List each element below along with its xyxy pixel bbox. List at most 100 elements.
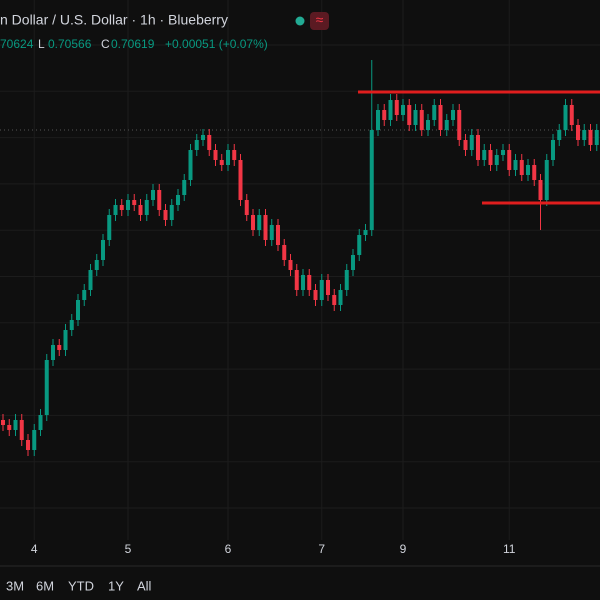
candle-body [288, 260, 293, 270]
candle-body [326, 280, 330, 295]
candle-body [594, 130, 599, 145]
candle-body [182, 180, 187, 195]
candle-body [369, 130, 374, 230]
candle-body [138, 205, 143, 215]
candle-body [163, 210, 168, 220]
candle-body [276, 225, 280, 245]
candle-body [507, 150, 512, 170]
x-tick-label: 9 [400, 542, 407, 556]
candle-body [494, 155, 499, 165]
x-tick-label: 6 [225, 542, 232, 556]
candle-body [257, 215, 262, 230]
ohlc-value: 0.70566 [48, 37, 92, 51]
candle-body [551, 140, 555, 160]
candle-body [126, 200, 130, 210]
candle-body [344, 270, 349, 290]
range-button[interactable]: 1Y [108, 578, 124, 593]
candle-body [332, 295, 337, 305]
candle-body [44, 360, 49, 415]
x-tick-label: 11 [503, 542, 516, 556]
icon-badge[interactable] [310, 12, 329, 30]
candle-body [351, 255, 355, 270]
candle-body [401, 105, 405, 115]
candle-body [57, 345, 62, 350]
candle-body [319, 280, 324, 300]
candle-body [469, 135, 474, 150]
candle-body [63, 330, 68, 350]
ohlc-value: 0.70619 [111, 37, 155, 51]
candle-body [501, 150, 505, 155]
candle-body [538, 180, 543, 200]
candle-body [151, 190, 155, 200]
candle-body [219, 160, 224, 165]
candle-body [301, 275, 305, 290]
candle-body [76, 300, 80, 320]
x-tick-label: 7 [318, 542, 325, 556]
candle-body [101, 240, 105, 260]
candle-body [51, 345, 55, 360]
candle-body [557, 130, 562, 140]
candle-body [376, 110, 380, 130]
range-button[interactable]: 3M [6, 578, 24, 593]
candle-body [582, 130, 587, 140]
range-button[interactable]: 6M [36, 578, 54, 593]
candle-body [419, 110, 424, 130]
candle-body [263, 215, 268, 240]
candle-body [176, 195, 180, 205]
candle-body [69, 320, 74, 330]
candle-body [32, 430, 37, 450]
candle-body [307, 275, 312, 290]
candle-body [226, 150, 230, 165]
candle-body [482, 150, 487, 160]
candle-body [457, 110, 462, 140]
range-button[interactable]: All [137, 578, 152, 593]
candle-body [238, 160, 243, 200]
candle-body [282, 245, 287, 260]
candle-body [213, 150, 218, 160]
candle-body [532, 165, 537, 180]
grid [0, 0, 600, 540]
candle-body [113, 205, 118, 215]
candle-body [251, 215, 255, 230]
candle-body [207, 135, 212, 150]
candle-body [526, 165, 530, 175]
candle-body [488, 150, 493, 165]
candle-body [388, 100, 393, 120]
candle-body [7, 425, 12, 430]
candle-body [432, 105, 437, 120]
candle-body [413, 110, 418, 125]
candle-body [407, 105, 412, 125]
candle-body [13, 420, 18, 430]
candle-body [394, 100, 399, 115]
candle-body [82, 290, 87, 300]
ohlc-value: 70624 [0, 37, 34, 51]
candle-body [576, 125, 580, 140]
candle-body [513, 160, 518, 170]
candle-body [194, 140, 199, 150]
candle-body [438, 105, 443, 130]
candle-body [201, 135, 205, 140]
candle-body [26, 440, 30, 450]
candle-body [244, 200, 249, 215]
x-tick-label: 4 [31, 542, 38, 556]
candle-body [444, 120, 449, 130]
candle-body [269, 225, 274, 240]
candle-body [463, 140, 468, 150]
candle-body [569, 105, 574, 125]
candle-body [144, 200, 149, 215]
candle-body [19, 420, 24, 440]
status-dot [295, 16, 305, 26]
candle-body [188, 150, 193, 180]
range-button[interactable]: YTD [68, 578, 94, 593]
x-tick-label: 5 [125, 542, 132, 556]
candle-body [94, 260, 99, 270]
candle-body [426, 120, 430, 130]
candle-body [544, 160, 549, 200]
candle-body [563, 105, 568, 130]
candle-body [313, 290, 318, 300]
ohlc-change: +0.00051 (+0.07%) [165, 37, 268, 51]
candle-body [1, 420, 5, 425]
candle-body [38, 415, 43, 430]
candle-body [132, 200, 137, 205]
